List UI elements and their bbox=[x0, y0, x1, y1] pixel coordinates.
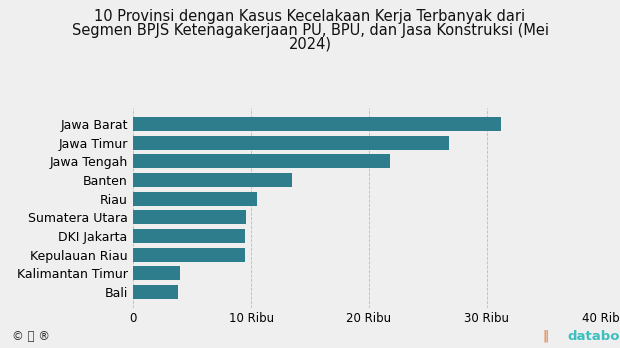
Text: © Ⓕ ®: © Ⓕ ® bbox=[12, 330, 50, 343]
Text: ‖: ‖ bbox=[542, 330, 549, 343]
Bar bbox=[133, 154, 390, 168]
Bar bbox=[133, 210, 246, 224]
Bar bbox=[133, 136, 449, 150]
Bar bbox=[133, 229, 246, 243]
Text: 10 Provinsi dengan Kasus Kecelakaan Kerja Terbanyak dari: 10 Provinsi dengan Kasus Kecelakaan Kerj… bbox=[94, 9, 526, 24]
Bar bbox=[133, 192, 257, 206]
Bar bbox=[133, 285, 178, 299]
Text: 2024): 2024) bbox=[288, 37, 332, 52]
Bar bbox=[133, 247, 246, 262]
Bar bbox=[133, 117, 501, 131]
Bar bbox=[133, 173, 293, 187]
Text: Segmen BPJS Ketenagakerjaan PU, BPU, dan Jasa Konstruksi (Mei: Segmen BPJS Ketenagakerjaan PU, BPU, dan… bbox=[71, 23, 549, 38]
Bar bbox=[133, 266, 180, 280]
Text: databoks: databoks bbox=[567, 330, 620, 343]
